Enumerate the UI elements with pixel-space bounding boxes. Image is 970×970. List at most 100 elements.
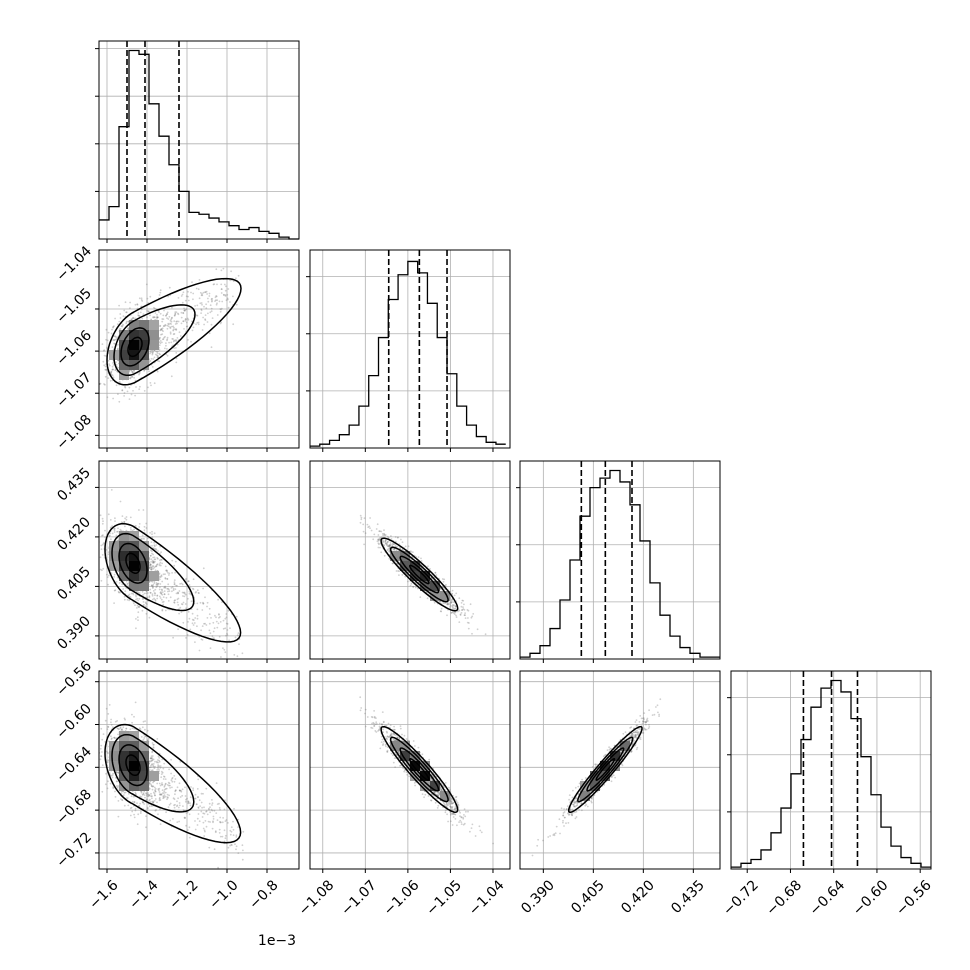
scatter-point <box>152 585 154 588</box>
scatter-point <box>117 590 120 593</box>
scatter-point <box>160 592 163 595</box>
scatter-point <box>162 603 165 606</box>
scatter-point <box>156 557 159 559</box>
scatter-point <box>115 363 118 366</box>
scatter-point <box>102 534 104 536</box>
scatter-point <box>157 582 160 585</box>
scatter-point <box>127 584 130 587</box>
scatter-point <box>172 589 175 592</box>
scatter-point <box>101 522 104 525</box>
scatter-point <box>168 590 171 592</box>
scatter-point <box>113 335 116 338</box>
scatter-point <box>131 317 134 320</box>
scatter-point <box>213 283 216 285</box>
scatter-point <box>138 606 141 608</box>
scatter-point <box>362 523 365 526</box>
scatter-point <box>165 314 167 317</box>
scatter-point <box>235 615 238 618</box>
scatter-point <box>216 299 219 302</box>
scatter-point <box>172 333 175 336</box>
scatter-point <box>118 304 120 307</box>
scatter-point <box>162 338 164 341</box>
scatter-point <box>141 317 144 320</box>
scatter-point <box>204 596 206 599</box>
scatter-point <box>177 320 180 323</box>
scatter-point <box>149 565 152 568</box>
scatter-point <box>153 316 156 319</box>
scatter-point <box>154 592 157 595</box>
scatter-point <box>187 290 189 293</box>
scatter-point <box>225 613 228 615</box>
scatter-point <box>468 622 470 624</box>
scatter-point <box>173 333 176 335</box>
scatter-point <box>386 535 389 538</box>
scatter-point <box>207 297 209 300</box>
scatter-point <box>117 359 120 362</box>
scatter-point <box>120 521 123 523</box>
scatter-point <box>169 322 172 325</box>
scatter-point <box>118 380 121 383</box>
scatter-point <box>148 616 151 619</box>
scatter-point <box>369 527 371 529</box>
scatter-point <box>164 335 166 338</box>
scatter-point <box>203 323 206 326</box>
scatter-point <box>138 373 140 376</box>
scatter-point <box>114 520 116 522</box>
scatter-point <box>376 540 379 543</box>
scatter-point <box>148 360 151 363</box>
scatter-point <box>197 288 200 291</box>
scatter-point <box>158 572 161 575</box>
scatter-point <box>462 606 464 608</box>
scatter-point <box>149 352 152 355</box>
scatter-point <box>113 531 116 533</box>
scatter-point <box>222 619 225 622</box>
scatter-point <box>169 319 172 322</box>
scatter-point <box>160 333 162 336</box>
scatter-point <box>183 309 186 312</box>
scatter-point <box>369 517 371 519</box>
scatter-point <box>196 589 199 592</box>
scatter-point <box>168 286 171 289</box>
scatter-point <box>136 303 139 306</box>
scatter-point <box>138 526 141 528</box>
scatter-point <box>149 295 152 298</box>
scatter-point <box>151 352 154 355</box>
scatter-point <box>160 328 163 331</box>
scatter-point <box>364 532 367 535</box>
scatter-point <box>106 576 109 578</box>
scatter-point <box>114 335 117 338</box>
scatter-point <box>160 588 163 591</box>
scatter-point <box>173 314 176 317</box>
scatter-point <box>130 376 132 379</box>
scatter-point <box>170 375 173 378</box>
scatter-point <box>179 335 182 337</box>
scatter-point <box>159 353 162 356</box>
scatter-point <box>467 609 470 612</box>
scatter-point <box>218 613 220 616</box>
scatter-point <box>185 577 188 580</box>
scatter-point <box>208 622 211 625</box>
scatter-point <box>233 654 236 656</box>
scatter-point <box>159 340 162 342</box>
scatter-point <box>161 329 164 331</box>
scatter-point <box>148 370 150 373</box>
scatter-point <box>153 580 156 583</box>
scatter-point <box>433 601 436 604</box>
scatter-point <box>180 582 183 585</box>
scatter-point <box>154 560 156 563</box>
scatter-point <box>225 285 227 288</box>
scatter-point <box>192 326 195 329</box>
scatter-point <box>187 318 190 321</box>
scatter-point <box>167 325 170 328</box>
scatter-point <box>131 713 133 716</box>
scatter-point <box>142 601 145 603</box>
scatter-point <box>99 747 102 750</box>
scatter-point <box>134 303 137 306</box>
scatter-point <box>185 295 188 298</box>
scatter-point <box>169 332 172 335</box>
scatter-point <box>118 320 121 323</box>
scatter-point <box>112 368 115 371</box>
scatter-point <box>121 325 123 328</box>
scatter-point <box>391 544 394 547</box>
scatter-point <box>124 517 126 520</box>
